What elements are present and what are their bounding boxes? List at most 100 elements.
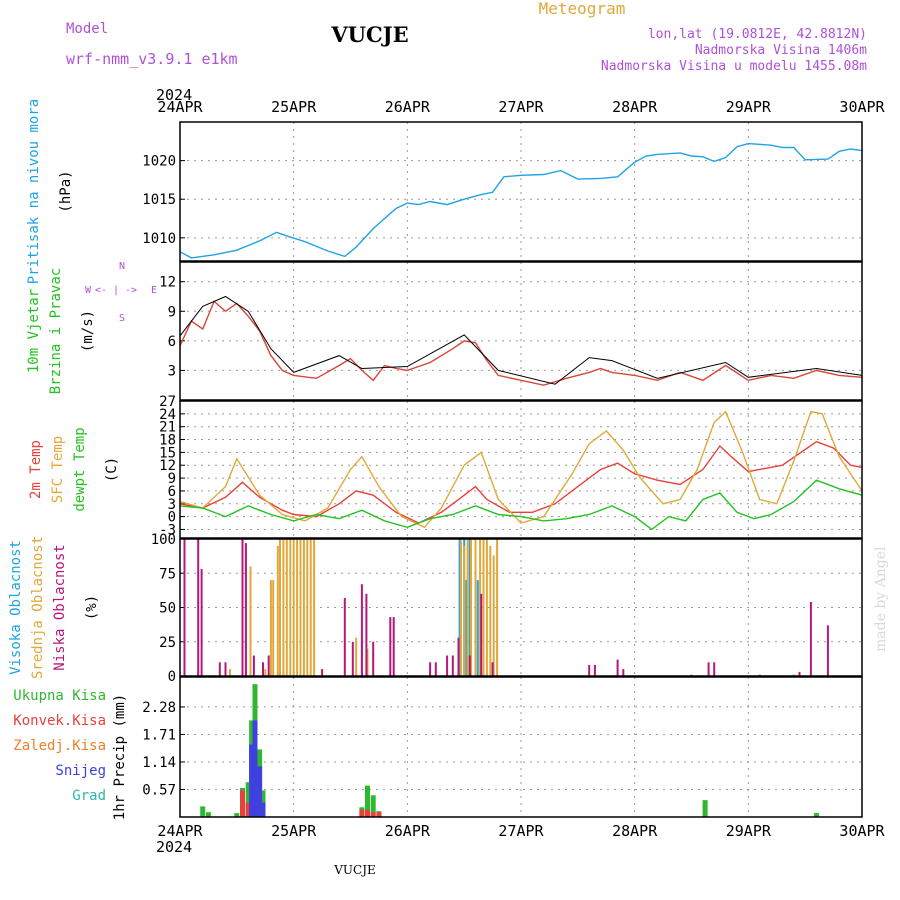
y-tick-label: 6 bbox=[168, 484, 176, 500]
bar-srednja-oblacnost bbox=[285, 539, 288, 676]
y-tick-label: 6 bbox=[168, 334, 176, 350]
bar-srednja-oblacnost bbox=[355, 637, 358, 676]
series-line-gust bbox=[179, 295, 863, 385]
bar-srednja-oblacnost bbox=[302, 539, 305, 676]
bar-srednja-oblacnost bbox=[229, 669, 231, 676]
panel-frame bbox=[179, 261, 863, 401]
x-tick-label-top: 26APR bbox=[385, 98, 431, 116]
bar-srednja-oblacnost bbox=[482, 539, 485, 676]
bar-ukupna-kisa bbox=[200, 806, 206, 817]
legend-snijeg: Snijeg bbox=[55, 763, 106, 779]
bar-snijeg bbox=[252, 720, 258, 817]
y-tick-label: 9 bbox=[168, 471, 176, 487]
wind-key-south: S bbox=[119, 313, 125, 324]
y-tick-label: 27 bbox=[159, 394, 176, 410]
y-tick-label: 9 bbox=[168, 304, 176, 320]
bar-srednja-oblacnost bbox=[459, 539, 462, 676]
y-axis-label: (%) bbox=[84, 595, 100, 620]
bar-srednja-oblacnost bbox=[489, 545, 492, 676]
bar-visoka-oblacnost bbox=[468, 539, 471, 676]
y-tick-label: 1020 bbox=[142, 154, 176, 170]
legend-konvek-kisa: Konvek.Kisa bbox=[13, 713, 106, 729]
y-tick-label: 12 bbox=[159, 458, 176, 474]
bar-niska-oblacnost bbox=[343, 597, 346, 676]
bar-visoka-oblacnost bbox=[458, 539, 461, 676]
bar-niska-oblacnost bbox=[392, 617, 395, 676]
bar-srednja-oblacnost bbox=[366, 648, 369, 676]
bar-srednja-oblacnost bbox=[269, 580, 272, 676]
bar-niska-oblacnost bbox=[429, 662, 432, 676]
bar-ukupna-kisa bbox=[365, 785, 370, 817]
y-tick-label: 3 bbox=[168, 497, 176, 513]
model-elevation-label: Nadmorska Visina u modelu 1455.08m bbox=[601, 59, 867, 74]
bar-niska-oblacnost bbox=[616, 659, 619, 676]
bar-niska-oblacnost bbox=[713, 662, 716, 676]
bar-srednja-oblacnost bbox=[292, 539, 295, 676]
legend-ukupna-kisa: Ukupna Kisa bbox=[13, 688, 106, 704]
y-tick-label: 1.14 bbox=[142, 755, 176, 771]
bar-niska-oblacnost bbox=[365, 593, 368, 676]
y-tick-label: 15 bbox=[159, 445, 176, 461]
y-tick-label: 21 bbox=[159, 420, 176, 436]
bar-konvek-kisa bbox=[365, 809, 370, 817]
bar-konvek-kisa bbox=[359, 809, 365, 817]
bar-srednja-oblacnost bbox=[479, 539, 482, 676]
bar-snijeg bbox=[249, 744, 255, 817]
bar-niska-oblacnost bbox=[468, 655, 471, 676]
x-tick-label-bottom: 28APR bbox=[612, 822, 658, 840]
bar-niska-oblacnost bbox=[798, 671, 801, 676]
y-tick-label: 12 bbox=[159, 275, 176, 291]
x-tick-label-bottom: 24APR bbox=[157, 822, 203, 840]
panel-pressure: 1010 1015 1020 Pritisak na nivou mora (hPa) bbox=[26, 99, 863, 284]
bar-srednja-oblacnost bbox=[289, 539, 292, 676]
x-tick-label-bottom: 25APR bbox=[271, 822, 317, 840]
bar-niska-oblacnost bbox=[451, 655, 454, 676]
bar-niska-oblacnost bbox=[267, 655, 270, 676]
bar-niska-oblacnost bbox=[389, 617, 392, 676]
bar-srednja-oblacnost bbox=[282, 539, 285, 676]
bar-niska-oblacnost bbox=[622, 669, 625, 676]
y-tick-label: 75 bbox=[159, 566, 176, 582]
y-tick-label: 50 bbox=[159, 601, 176, 617]
series-line-2m-temp bbox=[179, 440, 863, 524]
panel-frame bbox=[179, 676, 863, 818]
bar-niska-oblacnost bbox=[372, 641, 375, 677]
bar-ukupna-kisa bbox=[814, 813, 819, 817]
bar-niska-oblacnost bbox=[480, 593, 483, 676]
x-tick-label-bottom: 26APR bbox=[385, 822, 431, 840]
y-tick-label: 1010 bbox=[142, 231, 176, 247]
bar-visoka-oblacnost bbox=[476, 580, 479, 676]
bar-srednja-oblacnost bbox=[470, 539, 472, 676]
bar-snijeg bbox=[260, 802, 266, 817]
y-tick-label: 0.57 bbox=[142, 782, 176, 798]
x-tick-label-top: 24APR bbox=[157, 98, 203, 116]
panel-frame bbox=[179, 400, 863, 539]
bar-srednja-oblacnost bbox=[276, 545, 279, 676]
series-line-speed bbox=[179, 300, 863, 386]
y-axis-label: Srednja Oblacnost bbox=[30, 536, 46, 679]
series-line-sfc-temp bbox=[179, 410, 863, 529]
footer-station: VUCJE bbox=[333, 863, 376, 877]
bar-niska-oblacnost bbox=[588, 665, 591, 676]
panel-cloud: 0 25 50 75 100 Visoka Oblacnost Srednja Oblacn… bbox=[8, 532, 863, 685]
bar-srednja-oblacnost bbox=[313, 539, 316, 676]
bar-ukupna-kisa bbox=[205, 812, 211, 817]
product-title: Meteogram bbox=[539, 0, 626, 18]
x-tick-label-top: 30APR bbox=[839, 98, 885, 116]
bar-srednja-oblacnost bbox=[485, 539, 488, 676]
y-tick-label: 24 bbox=[159, 407, 176, 423]
bar-visoka-oblacnost bbox=[465, 580, 468, 676]
bar-niska-oblacnost bbox=[434, 662, 437, 676]
elevation-label: Nadmorska Visina 1406m bbox=[695, 43, 867, 58]
bar-srednja-oblacnost bbox=[466, 539, 469, 676]
bar-niska-oblacnost bbox=[183, 539, 186, 676]
y-tick-label: 1.71 bbox=[142, 727, 176, 743]
bar-srednja-oblacnost bbox=[496, 539, 499, 676]
y-axis-label: Pritisak na nivou mora bbox=[26, 99, 42, 284]
series-line-dewpt-temp bbox=[179, 479, 863, 531]
legend-zaledj-kisa: Zaledj.Kisa bbox=[13, 738, 106, 754]
panel-wind: 3 6 9 12 10m Vjetar Brzina i Pravac (m/s) <- | … bbox=[26, 261, 863, 401]
bar-niska-oblacnost bbox=[593, 665, 596, 676]
